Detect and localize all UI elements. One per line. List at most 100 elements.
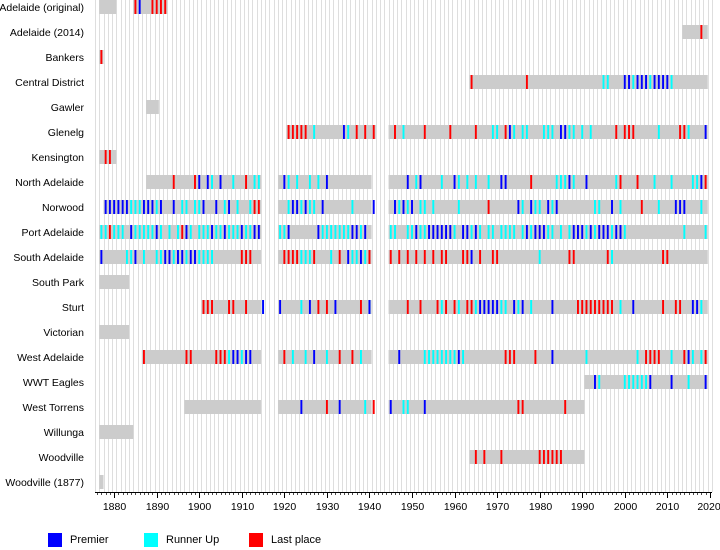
premier-mark [453, 175, 456, 189]
participation-bar [388, 400, 585, 414]
premier-mark [321, 200, 324, 214]
runner-up-mark [445, 350, 448, 364]
runner-up-mark [585, 225, 588, 239]
runner-up-mark [159, 250, 162, 264]
runner-up-mark [232, 225, 235, 239]
runner-up-mark [219, 225, 222, 239]
runner-up-mark [479, 225, 482, 239]
x-tick-label: 1900 [188, 501, 212, 513]
last-place-mark [159, 0, 162, 14]
legend-swatch-premier [48, 533, 62, 547]
last-place-mark [398, 250, 401, 264]
runner-up-mark [585, 350, 588, 364]
last-place-mark [500, 450, 503, 464]
premier-mark [185, 225, 188, 239]
runner-up-mark [670, 75, 673, 89]
premier-mark [283, 175, 286, 189]
last-place-mark [202, 300, 205, 314]
runner-up-mark [253, 175, 256, 189]
premier-mark [632, 300, 635, 314]
runner-up-mark [398, 200, 401, 214]
legend: Premier Runner Up Last place [0, 532, 720, 550]
premier-mark [398, 350, 401, 364]
last-place-mark [359, 300, 362, 314]
runner-up-mark [436, 350, 439, 364]
runner-up-mark [287, 175, 290, 189]
last-place-mark [534, 350, 537, 364]
runner-up-mark [125, 250, 128, 264]
runner-up-mark [657, 125, 660, 139]
team-label: Sturt [62, 302, 84, 314]
premier-mark [611, 200, 613, 214]
premier-mark [189, 250, 192, 264]
premier-mark [691, 300, 694, 314]
runner-up-mark [504, 300, 507, 314]
team-label: Willunga [44, 427, 84, 439]
x-tick-label: 1910 [231, 501, 255, 513]
runner-up-mark [147, 225, 150, 239]
last-place-mark [679, 125, 682, 139]
premier-mark [228, 200, 230, 214]
runner-up-mark [555, 175, 558, 189]
premier-mark [215, 200, 218, 214]
premier-mark [483, 300, 486, 314]
last-place-mark [487, 200, 490, 214]
last-place-mark [436, 300, 439, 314]
last-place-mark [491, 250, 494, 264]
last-place-mark [313, 250, 316, 264]
runner-up-mark [130, 200, 133, 214]
runner-up-mark [198, 200, 201, 214]
participation-bar [201, 300, 261, 314]
runner-up-mark [155, 200, 158, 214]
runner-up-mark [517, 300, 520, 314]
runner-up-mark [223, 200, 226, 214]
runner-up-mark [640, 375, 643, 389]
runner-up-mark [500, 225, 503, 239]
runner-up-mark [470, 225, 473, 239]
x-tick-label: 1920 [273, 501, 297, 513]
runner-up-mark [330, 250, 333, 264]
premier-mark [555, 200, 558, 214]
last-place-mark [525, 75, 528, 89]
runner-up-mark [236, 200, 239, 214]
runner-up-mark [130, 250, 133, 264]
last-place-mark [215, 350, 218, 364]
runner-up-mark [457, 200, 460, 214]
last-place-mark [172, 175, 175, 189]
premier-mark [696, 300, 699, 314]
runner-up-mark [508, 225, 511, 239]
runner-up-mark [287, 200, 290, 214]
runner-up-mark [538, 200, 541, 214]
runner-up-mark [211, 250, 213, 264]
last-place-mark [142, 350, 145, 364]
runner-up-mark [419, 225, 422, 239]
last-place-mark [134, 0, 137, 14]
runner-up-mark [359, 350, 362, 364]
premier-mark [640, 75, 643, 89]
premier-mark [619, 225, 622, 239]
last-place-mark [704, 175, 707, 189]
premier-mark [325, 175, 328, 189]
last-place-mark [521, 400, 524, 414]
runner-up-mark [330, 225, 333, 239]
participation-bar [184, 400, 261, 414]
premier-mark [100, 250, 103, 264]
x-tick-label: 1950 [401, 501, 425, 513]
team-label: West Adelaide [17, 352, 84, 364]
runner-up-mark [313, 125, 316, 139]
runner-up-mark [168, 225, 171, 239]
last-place-mark [283, 350, 286, 364]
premier-mark [474, 225, 477, 239]
team-label: WWT Eagles [23, 377, 84, 389]
grid-lines [95, 0, 713, 492]
last-place-mark [449, 125, 452, 139]
premier-mark [351, 225, 354, 239]
runner-up-mark [500, 300, 503, 314]
runner-up-mark [151, 225, 154, 239]
last-place-mark [245, 175, 248, 189]
premier-mark [636, 75, 639, 89]
runner-up-mark [134, 225, 137, 239]
premier-mark [257, 225, 260, 239]
last-place-mark [355, 125, 358, 139]
last-place-mark [704, 350, 707, 364]
